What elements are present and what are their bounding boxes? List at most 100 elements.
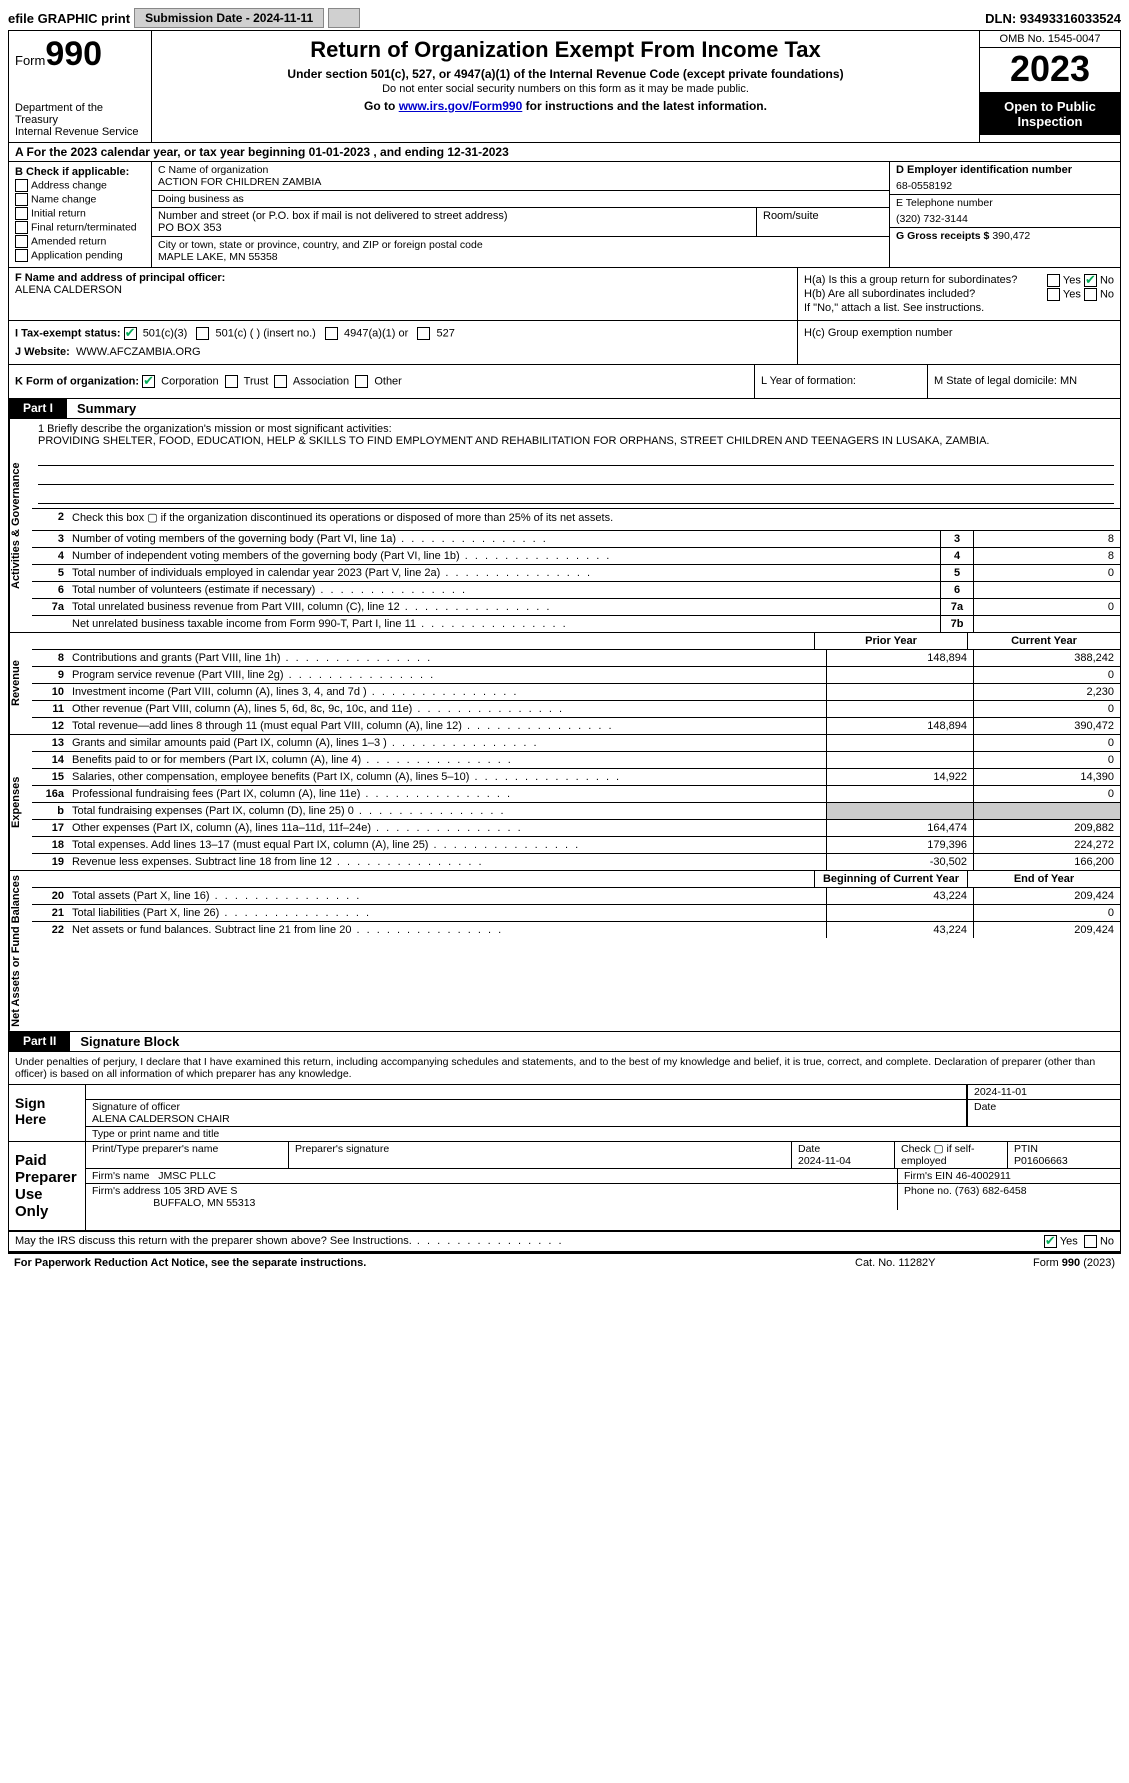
gross-label: G Gross receipts $	[896, 230, 989, 242]
chk-assoc[interactable]	[274, 375, 287, 388]
street-label: Number and street (or P.O. box if mail i…	[158, 210, 750, 222]
street-value: PO BOX 353	[158, 222, 750, 234]
col-k: K Form of organization: Corporation Trus…	[9, 365, 755, 398]
footer-cat: Cat. No. 11282Y	[855, 1257, 995, 1269]
table-row: 17Other expenses (Part IX, column (A), l…	[32, 820, 1120, 837]
paid-preparer-block: Paid Preparer Use Only Print/Type prepar…	[9, 1142, 1120, 1231]
table-row: 13Grants and similar amounts paid (Part …	[32, 735, 1120, 752]
may-discuss-text: May the IRS discuss this return with the…	[15, 1235, 412, 1247]
footer: For Paperwork Reduction Act Notice, see …	[8, 1254, 1121, 1272]
top-bar: efile GRAPHIC print Submission Date - 20…	[8, 8, 1121, 28]
chk-pending[interactable]: Application pending	[15, 249, 145, 262]
website-label: J Website:	[15, 346, 70, 358]
officer-name: ALENA CALDERSON	[15, 284, 122, 296]
part1-header: Part I Summary	[9, 399, 1120, 419]
col-b: B Check if applicable: Address change Na…	[9, 162, 152, 267]
preparer-sig-label: Preparer's signature	[289, 1142, 792, 1168]
suite-label: Room/suite	[757, 208, 889, 236]
header-left: Form990 Department of the Treasury Inter…	[9, 31, 152, 142]
officer-label: F Name and address of principal officer:	[15, 272, 225, 284]
form-subtitle: Under section 501(c), 527, or 4947(a)(1)…	[160, 67, 971, 81]
na-col-hdr: Beginning of Current Year End of Year	[32, 871, 1120, 888]
tax-year: 2023	[980, 48, 1120, 93]
chk-other[interactable]	[355, 375, 368, 388]
submission-button[interactable]: Submission Date - 2024-11-11	[134, 8, 324, 28]
goto-line: Go to www.irs.gov/Form990 for instructio…	[160, 99, 971, 113]
table-row: 14Benefits paid to or for members (Part …	[32, 752, 1120, 769]
blank-button[interactable]	[328, 8, 360, 28]
ptin: P01606663	[1014, 1155, 1068, 1167]
activities-governance: Activities & Governance 1 Briefly descri…	[9, 419, 1120, 633]
table-row: 10Investment income (Part VIII, column (…	[32, 684, 1120, 701]
preparer-name-label: Print/Type preparer's name	[86, 1142, 289, 1168]
table-row: 18Total expenses. Add lines 13–17 (must …	[32, 837, 1120, 854]
sig-officer-label: Signature of officer	[92, 1101, 180, 1113]
chk-final[interactable]: Final return/terminated	[15, 221, 145, 234]
form-number: 990	[45, 35, 102, 73]
dept-label: Department of the Treasury	[15, 102, 145, 126]
tel-value: (320) 732-3144	[896, 213, 1114, 225]
mission-block: 1 Briefly describe the organization's mi…	[32, 419, 1120, 509]
table-row: 15Salaries, other compensation, employee…	[32, 769, 1120, 786]
org-name-label: C Name of organization	[158, 164, 883, 176]
hb-label: H(b) Are all subordinates included?	[804, 288, 975, 300]
col-f: F Name and address of principal officer:…	[9, 268, 798, 320]
ag-line: 6Total number of volunteers (estimate if…	[32, 582, 1120, 599]
chk-corp[interactable]	[142, 375, 155, 388]
net-assets-section: Net Assets or Fund Balances Beginning of…	[9, 871, 1120, 1032]
col-h: H(a) Is this a group return for subordin…	[798, 268, 1120, 320]
chk-527[interactable]	[417, 327, 430, 340]
vtab-ag: Activities & Governance	[9, 419, 32, 632]
chk-amended[interactable]: Amended return	[15, 235, 145, 248]
table-row: 12Total revenue—add lines 8 through 11 (…	[32, 718, 1120, 734]
chk-name[interactable]: Name change	[15, 193, 145, 206]
table-row: 16aProfessional fundraising fees (Part I…	[32, 786, 1120, 803]
chk-4947[interactable]	[325, 327, 338, 340]
may-yes-check[interactable]	[1044, 1235, 1057, 1248]
hc-label: H(c) Group exemption number	[798, 321, 1120, 364]
ag-line: 5Total number of individuals employed in…	[32, 565, 1120, 582]
col-d: D Employer identification number 68-0558…	[890, 162, 1120, 267]
row-kl: K Form of organization: Corporation Trus…	[9, 365, 1120, 399]
type-name-label: Type or print name and title	[86, 1127, 1120, 1141]
col-c: C Name of organization ACTION FOR CHILDR…	[152, 162, 890, 267]
tax-status-label: I Tax-exempt status:	[15, 327, 121, 339]
sig-officer-name: ALENA CALDERSON CHAIR	[92, 1113, 230, 1125]
irs-label: Internal Revenue Service	[15, 126, 145, 138]
vtab-na: Net Assets or Fund Balances	[9, 871, 32, 1031]
city-value: MAPLE LAKE, MN 55358	[158, 251, 883, 263]
revenue-section: Revenue Prior Year Current Year 8Contrib…	[9, 633, 1120, 735]
ag-line: 7aTotal unrelated business revenue from …	[32, 599, 1120, 616]
website-value: WWW.AFCZAMBIA.ORG	[76, 346, 201, 358]
chk-address[interactable]: Address change	[15, 179, 145, 192]
ein-label: D Employer identification number	[896, 164, 1114, 176]
state-domicile: M State of legal domicile: MN	[928, 365, 1120, 398]
chk-initial[interactable]: Initial return	[15, 207, 145, 220]
ag-line: 4Number of independent voting members of…	[32, 548, 1120, 565]
col-ij: I Tax-exempt status: 501(c)(3) 501(c) ( …	[9, 321, 798, 364]
org-name: ACTION FOR CHILDREN ZAMBIA	[158, 176, 883, 188]
dln: DLN: 93493316033524	[985, 11, 1121, 26]
boy-hdr: Beginning of Current Year	[815, 871, 967, 887]
may-discuss-row: May the IRS discuss this return with the…	[9, 1231, 1120, 1253]
header-right: OMB No. 1545-0047 2023 Open to Public In…	[979, 31, 1120, 142]
form-title: Return of Organization Exempt From Incom…	[160, 37, 971, 63]
firm-ein: 46-4002911	[956, 1170, 1011, 1182]
ein-value: 68-0558192	[896, 180, 1114, 192]
prior-year-hdr: Prior Year	[815, 633, 967, 649]
chk-501c[interactable]	[196, 327, 209, 340]
chk-501c3[interactable]	[124, 327, 137, 340]
vtab-exp: Expenses	[9, 735, 32, 870]
irs-link[interactable]: www.irs.gov/Form990	[399, 99, 523, 113]
ag-line: 3Number of voting members of the governi…	[32, 531, 1120, 548]
table-row: bTotal fundraising expenses (Part IX, co…	[32, 803, 1120, 820]
signature-declaration: Under penalties of perjury, I declare th…	[9, 1052, 1120, 1085]
col-b-header: B Check if applicable:	[15, 166, 145, 178]
table-row: 19Revenue less expenses. Subtract line 1…	[32, 854, 1120, 870]
ag-line: Net unrelated business taxable income fr…	[32, 616, 1120, 632]
firm-addr2: BUFFALO, MN 55313	[153, 1197, 255, 1209]
chk-trust[interactable]	[225, 375, 238, 388]
mission-label: 1 Briefly describe the organization's mi…	[38, 423, 1114, 435]
tel-label: E Telephone number	[896, 197, 1114, 209]
may-no-check[interactable]	[1084, 1235, 1097, 1248]
